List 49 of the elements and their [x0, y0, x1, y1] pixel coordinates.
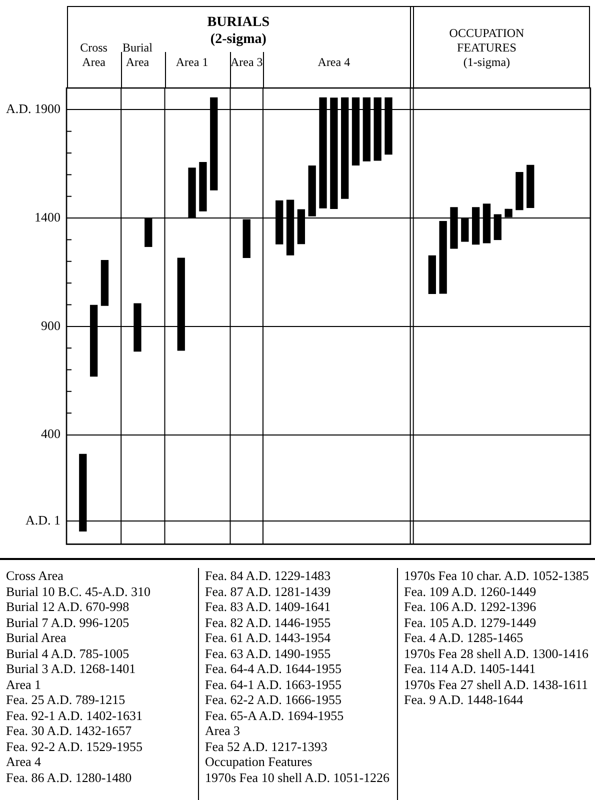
y-tick-label: A.D. 1 — [25, 512, 61, 528]
text: Cross Area — [6, 568, 64, 584]
text: Fea. 84 A.D. 1229-1483 — [205, 568, 332, 584]
x-tick-label: Area 1 — [176, 54, 208, 69]
text: 1970s Fea 27 shell A.D. 1438-1611 — [404, 676, 589, 692]
text: 1970s Fea 28 shell A.D. 1300-1416 — [404, 646, 589, 661]
text: Fea. 114 A.D. 1405-1441 — [404, 661, 537, 676]
x-tick-label: Burial Area — [122, 40, 154, 69]
text: Burial 3 A.D. 1268-1401 — [6, 661, 137, 676]
x-tick-label: Cross Area — [80, 40, 108, 69]
x-tick-label: OCCUPATION FEATURES (1-sigma) — [449, 26, 525, 69]
text: Fea. 25 A.D. 789-1215 — [6, 692, 126, 708]
text: 1970s Fea 10 shell A.D. 1051-1226 — [205, 770, 390, 785]
y-tick-label: 400 — [41, 426, 61, 442]
text: Fea. 65-A A.D. 1694-1955 — [205, 708, 345, 723]
text: Fea. 83 A.D. 1409-1641 — [205, 599, 332, 614]
text: Fea. 106 A.D. 1292-1396 — [404, 599, 538, 614]
text: 1970s Fea 10 char. A.D. 1052-1385 — [404, 568, 589, 584]
text: Fea 52 A.D. 1217-1393 — [205, 738, 328, 754]
text: Fea. 92-1 A.D. 1402-1631 — [6, 708, 144, 723]
text: Burial 4 A.D. 785-1005 — [6, 646, 130, 661]
y-tick-label: A.D. 1900 — [6, 101, 61, 116]
text: Fea. 82 A.D. 1446-1955 — [205, 614, 332, 630]
text: Fea. 86 A.D. 1280-1480 — [6, 770, 133, 785]
x-tick-label: Area 4 — [318, 54, 350, 69]
text: Burial 10 B.C. 45-A.D. 310 — [6, 584, 152, 599]
text: Fea. 105 A.D. 1279-1449 — [404, 614, 538, 630]
x-tick-label: Area 3 — [230, 54, 263, 69]
text: Fea. 92-2 A.D. 1529-1955 — [6, 738, 144, 754]
text: Fea. 87 A.D. 1281-1439 — [205, 584, 332, 599]
text: Fea. 63 A.D. 1490-1955 — [205, 646, 332, 661]
text: Area 1 — [6, 676, 42, 692]
text: Fea. 64-1 A.D. 1663-1955 — [205, 676, 342, 692]
y-tick-label: 1400 — [34, 209, 61, 224]
text: Occupation Features — [205, 754, 314, 770]
text: Fea. 9 A.D. 1448-1644 — [404, 692, 524, 708]
text: Burial 12 A.D. 670-998 — [6, 599, 130, 614]
text: Area 3 — [205, 723, 242, 738]
text: Fea. 64-4 A.D. 1644-1955 — [205, 661, 342, 676]
text: Burial 7 A.D. 996-1205 — [6, 614, 130, 630]
text: Fea. 109 A.D. 1260-1449 — [404, 584, 538, 599]
text: Fea. 30 A.D. 1432-1657 — [6, 723, 133, 738]
text: Fea. 4 A.D. 1285-1465 — [404, 630, 524, 646]
y-tick-label: 900 — [41, 318, 61, 333]
text: Fea. 61 A.D. 1443-1954 — [205, 630, 332, 646]
text: Fea. 62-2 A.D. 1666-1955 — [205, 692, 342, 708]
text: Area 4 — [6, 754, 42, 770]
text: Burial Area — [6, 630, 68, 646]
chart-title: BURIALS (2-sigma) — [207, 15, 270, 47]
